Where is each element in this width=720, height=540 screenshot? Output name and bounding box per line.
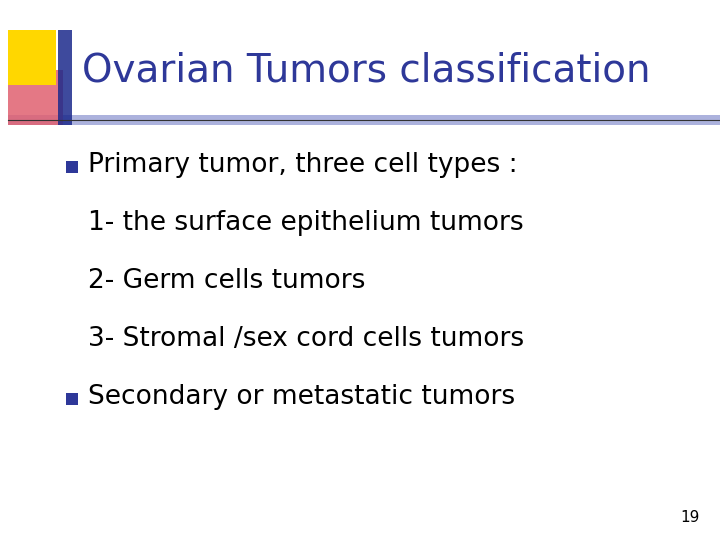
Text: 3- Stromal /sex cord cells tumors: 3- Stromal /sex cord cells tumors	[88, 326, 524, 352]
Bar	[8, 30, 56, 85]
Bar	[58, 30, 72, 125]
Text: 1- the surface epithelium tumors: 1- the surface epithelium tumors	[88, 210, 523, 236]
Bar	[66, 393, 78, 405]
Bar	[66, 161, 78, 173]
Bar	[8, 115, 720, 125]
Text: 19: 19	[680, 510, 700, 525]
Bar	[8, 70, 63, 125]
Text: Ovarian Tumors classification: Ovarian Tumors classification	[82, 51, 650, 89]
Text: Primary tumor, three cell types :: Primary tumor, three cell types :	[88, 152, 518, 178]
Text: Secondary or metastatic tumors: Secondary or metastatic tumors	[88, 384, 515, 410]
Text: 2- Germ cells tumors: 2- Germ cells tumors	[88, 268, 365, 294]
